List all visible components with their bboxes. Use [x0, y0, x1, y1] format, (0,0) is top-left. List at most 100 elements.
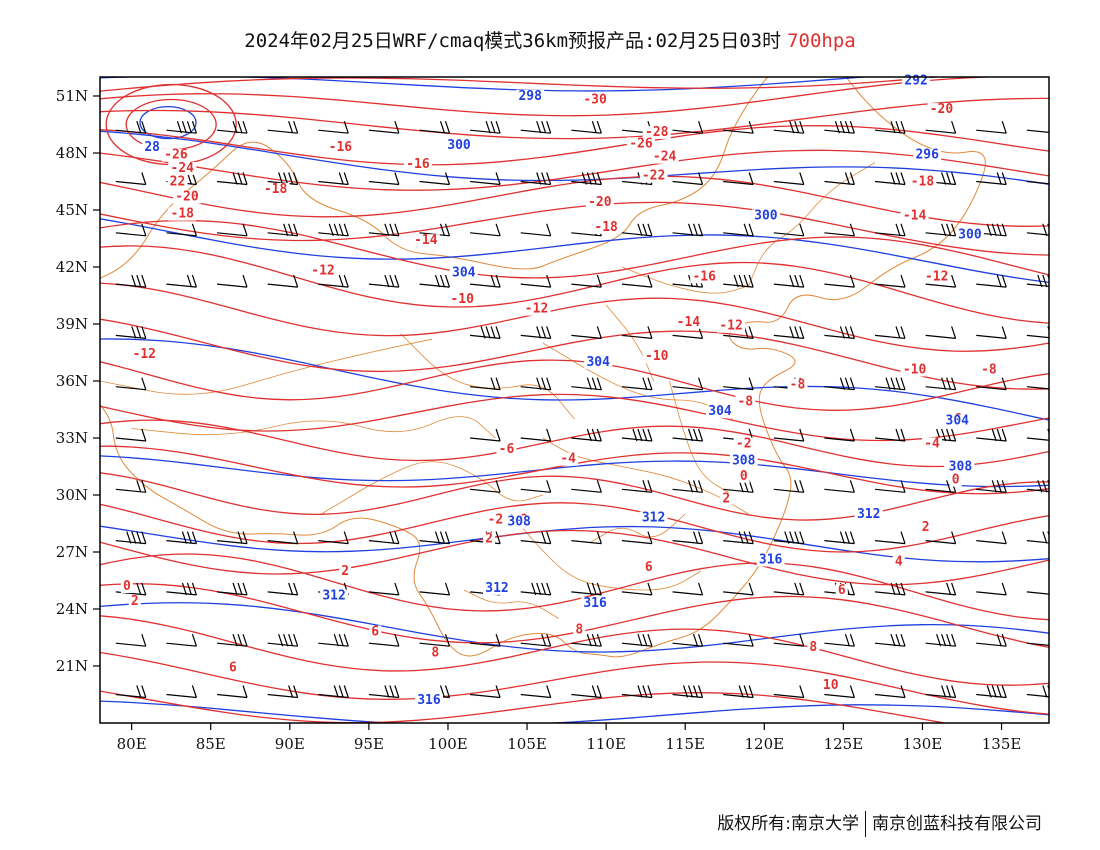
wind-barb-flag — [799, 428, 805, 442]
wind-barb-shaft — [571, 693, 602, 699]
wind-barb-flag — [890, 582, 896, 596]
wind-barb-flag — [495, 428, 501, 442]
lat-tick-label: 36N — [56, 372, 88, 390]
wind-barb-flag — [288, 121, 294, 134]
wind-barb-flag — [687, 428, 694, 442]
height-label-bg — [581, 597, 610, 611]
wind-barb-shaft — [773, 283, 804, 288]
temperature-label: -16 — [406, 157, 430, 172]
wind-barb-shaft — [571, 334, 602, 339]
height-contour — [100, 218, 1049, 284]
temperature-label: -22 — [642, 169, 665, 184]
wind-barb-flag — [748, 480, 754, 493]
temperature-label: -8 — [737, 395, 753, 410]
wind-barb-flag — [141, 223, 147, 236]
wind-barb-shaft — [115, 334, 146, 339]
height-label: 304 — [452, 266, 476, 281]
wind-barb-flag — [951, 121, 957, 134]
wind-barb-flag — [849, 685, 855, 698]
wind-barb-flag — [642, 634, 648, 647]
height-label-bg — [445, 139, 474, 153]
wind-barb-shaft — [115, 437, 146, 442]
wind-barb-flag — [692, 480, 699, 493]
temperature-label-bg — [411, 234, 440, 248]
wind-barb-flag — [394, 634, 400, 647]
temperature-label: -10 — [450, 292, 474, 307]
wind-barb-flag — [697, 685, 704, 698]
height-label: 312 — [485, 581, 508, 596]
wind-barb-flag — [647, 634, 653, 647]
wind-barb-flag — [591, 428, 597, 442]
height-label: 316 — [417, 693, 441, 708]
wind-barb-flag — [541, 582, 547, 596]
temperature-contour-layer — [100, 77, 1049, 723]
wind-barb-flag — [338, 172, 344, 185]
temperature-isotherm — [100, 472, 1049, 521]
wind-barb-flag — [191, 582, 197, 596]
temperature-label: -12 — [925, 269, 948, 284]
wind-barb-flag — [596, 685, 602, 698]
wind-barb-shaft — [723, 642, 754, 647]
wind-barb-flag — [181, 531, 187, 544]
temperature-isotherm — [100, 97, 1049, 140]
wind-barb-flag — [849, 377, 855, 390]
wind-barb-shaft — [520, 437, 551, 442]
wind-barb-flag — [647, 428, 653, 442]
height-label-bg — [946, 460, 975, 474]
wind-barb-flag — [596, 274, 602, 288]
wind-barb-shaft — [1026, 693, 1049, 698]
wind-barb-shaft — [1026, 334, 1049, 339]
temperature-label: 10 — [823, 678, 839, 693]
wind-barb-shaft — [520, 642, 551, 647]
lon-tick-label: 115E — [665, 735, 705, 753]
wind-barb-flag — [900, 582, 906, 596]
province-border — [400, 333, 575, 420]
wind-barb-shaft — [723, 180, 754, 186]
wind-barb-flag — [794, 326, 800, 339]
wind-barb-flag — [394, 223, 400, 236]
temperature-label-bg — [128, 595, 141, 609]
wind-barb-shaft — [672, 437, 703, 442]
wind-barb-shaft — [520, 232, 551, 237]
wind-barb-shaft — [874, 591, 906, 596]
wind-barb-flag — [890, 634, 896, 647]
wind-barb-shaft — [571, 283, 602, 288]
wind-barb-shaft — [1026, 642, 1049, 647]
wind-barb-flag — [338, 223, 344, 236]
height-contour — [100, 455, 1049, 488]
wind-barb-flag — [799, 121, 805, 134]
wind-barb-flag — [141, 428, 147, 442]
wind-barb-flag — [293, 582, 299, 596]
temperature-label: 8 — [575, 623, 583, 638]
wind-barb-flag — [844, 634, 850, 647]
wind-barb-flag — [748, 172, 754, 185]
wind-barb-flag — [1053, 275, 1057, 287]
height-contour — [139, 105, 197, 140]
wind-barb-flag — [647, 582, 653, 596]
wind-barb-flag — [389, 274, 395, 288]
wind-barb-flag — [637, 223, 643, 236]
wind-barb-flag — [596, 634, 602, 647]
wind-barb-flag — [546, 121, 552, 134]
wind-barb-flag — [1001, 223, 1007, 236]
wind-barb-shaft — [368, 283, 399, 288]
temperature-isotherm — [100, 245, 1049, 324]
wind-barb-flag — [343, 634, 349, 647]
wind-barb-shaft — [672, 386, 703, 391]
wind-barb-flag — [136, 531, 142, 544]
wind-barb-flag — [596, 582, 602, 596]
wind-barb-flag — [591, 582, 597, 596]
province-border — [131, 416, 496, 439]
wind-barb-flag — [697, 377, 704, 390]
wind-barb-flag — [490, 377, 496, 390]
lon-tick-label: 85E — [196, 735, 226, 753]
wind-barb-flag — [642, 480, 648, 493]
province-border — [748, 162, 876, 287]
axis-layer: 51N 48N 45N 42N 39N 36N 33N 30N 27N 24N 21N 80E 85E 9… — [56, 87, 1022, 753]
temperature-label-bg — [369, 625, 382, 639]
lon-tick-label: 90E — [275, 735, 305, 753]
wind-barb-flag — [293, 223, 299, 236]
wind-barb-shaft — [874, 642, 906, 647]
wind-barb-shaft — [824, 334, 855, 339]
wind-barb-shaft — [571, 129, 602, 134]
